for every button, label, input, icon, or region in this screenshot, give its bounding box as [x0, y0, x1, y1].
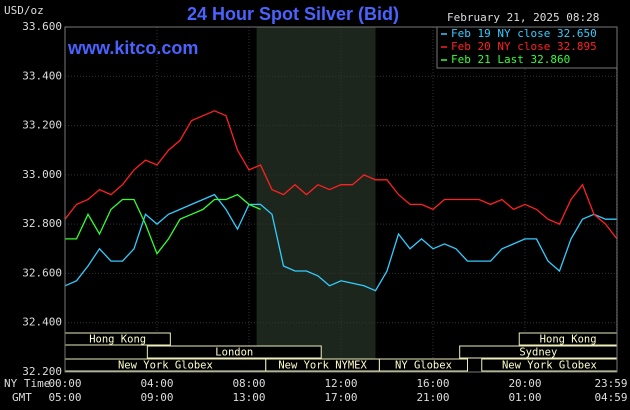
chart-title: 24 Hour Spot Silver (Bid) [187, 4, 399, 24]
legend-label: Feb 20 NY close 32.895 [451, 40, 597, 53]
gmt-tick-label: 09:00 [140, 391, 173, 404]
watermark: www.kitco.com [67, 38, 198, 58]
gmt-tick-label: 13:00 [232, 391, 265, 404]
price-line [64, 193, 617, 292]
legend-label: Feb 21 Last 32.860 [451, 53, 570, 66]
session-label: London [215, 347, 253, 359]
x-tick-label: 20:00 [508, 377, 541, 390]
price-line [64, 110, 618, 240]
session-label: Hong Kong [89, 334, 146, 346]
y-tick-label: 33.200 [22, 119, 62, 132]
x-label-ny: NY Time [4, 377, 50, 390]
y-tick-label: 32.400 [22, 316, 62, 329]
gmt-tick-label: 05:00 [48, 391, 81, 404]
legend-label: Feb 19 NY close 32.650 [451, 27, 597, 40]
gmt-tick-label: 01:00 [508, 391, 541, 404]
x-tick-label: 00:00 [48, 377, 81, 390]
gmt-tick-label: 21:00 [416, 391, 449, 404]
x-tick-label: 23:59 [594, 377, 627, 390]
legend-box [436, 26, 618, 69]
y-axis-label: USD/oz [4, 4, 44, 17]
y-tick-label: 32.200 [22, 365, 62, 378]
y-tick-label: 32.600 [22, 266, 62, 279]
shaded-range [256, 27, 376, 372]
session-label: Hong Kong [540, 334, 597, 346]
session-label: NY Globex [395, 360, 452, 372]
session-label: New York Globex [502, 360, 597, 372]
x-label-gmt: GMT [12, 391, 32, 404]
y-tick-label: 33.000 [22, 168, 62, 181]
timestamp: February 21, 2025 08:28 [447, 11, 599, 24]
y-tick-label: 33.600 [22, 20, 62, 33]
price-line [65, 193, 261, 256]
gmt-tick-label: 04:59 [594, 391, 627, 404]
x-tick-label: 12:00 [324, 377, 357, 390]
session-label: Sydney [519, 347, 557, 359]
x-tick-label: 08:00 [232, 377, 265, 390]
x-tick-label: 16:00 [416, 377, 449, 390]
x-tick-label: 04:00 [140, 377, 173, 390]
session-bar [146, 345, 322, 359]
gmt-tick-label: 17:00 [324, 391, 357, 404]
session-bar [378, 358, 468, 372]
y-tick-label: 32.800 [22, 217, 62, 230]
session-label: New York NYMEX [278, 360, 367, 372]
session-label: New York Globex [118, 360, 213, 372]
plot-frame [64, 26, 618, 373]
y-tick-label: 33.400 [22, 69, 62, 82]
